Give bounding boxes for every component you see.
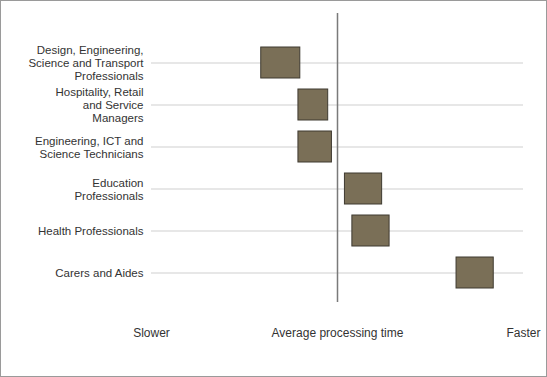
svg-text:Average processing time: Average processing time <box>272 326 404 340</box>
svg-text:Engineering, ICT andScience Te: Engineering, ICT andScience Technicians <box>35 135 144 160</box>
svg-text:Hospitality, Retailand Service: Hospitality, Retailand ServiceManagers <box>56 86 144 124</box>
svg-text:Slower: Slower <box>133 326 170 340</box>
svg-text:Faster: Faster <box>506 326 540 340</box>
svg-text:Health Professionals: Health Professionals <box>38 225 144 237</box>
svg-text:EducationProfessionals: EducationProfessionals <box>74 177 143 202</box>
svg-text:Carers and Aides: Carers and Aides <box>55 267 143 279</box>
svg-text:Design, Engineering,Science an: Design, Engineering,Science and Transpor… <box>28 44 144 82</box>
